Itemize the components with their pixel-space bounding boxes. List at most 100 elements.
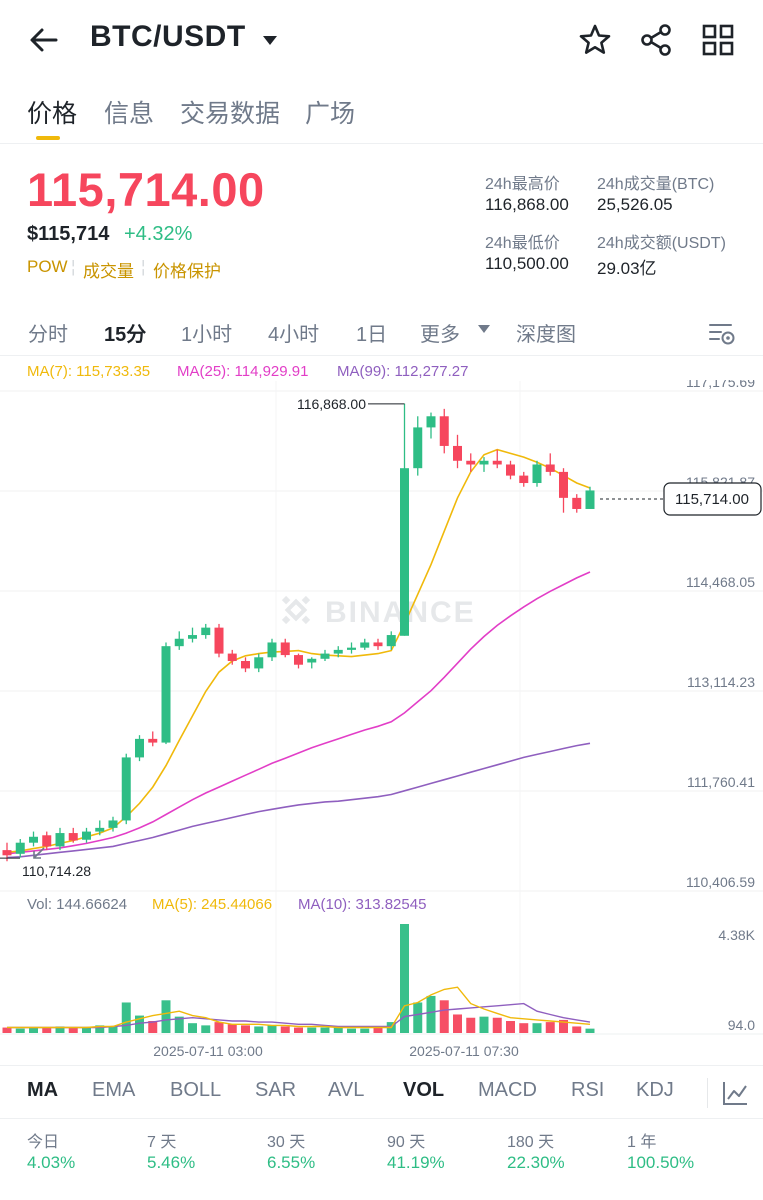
candle-body bbox=[360, 642, 370, 648]
candle-body bbox=[386, 635, 396, 647]
interval-bar: 分时 15分 1小时 4小时 1日 更多 深度图 bbox=[0, 308, 763, 356]
candle-body bbox=[108, 820, 118, 828]
candle-body bbox=[545, 464, 555, 472]
expand-icon[interactable] bbox=[33, 847, 45, 859]
candle-body bbox=[227, 653, 237, 662]
volume-bar bbox=[333, 1027, 343, 1033]
perf-value-today: 4.03% bbox=[27, 1153, 76, 1172]
vol-ma5-legend: MA(5): 245.44066 bbox=[152, 896, 273, 913]
vol-ma10-legend: MA(10): 313.82545 bbox=[298, 896, 427, 913]
active-tab-indicator bbox=[36, 136, 60, 140]
volume-bar bbox=[360, 1028, 370, 1033]
current-price-box[interactable] bbox=[663, 482, 762, 516]
candle-body bbox=[347, 647, 356, 650]
interval-1d[interactable]: 1日 bbox=[356, 324, 388, 346]
volume-bar bbox=[559, 1019, 568, 1033]
candle-body bbox=[559, 471, 568, 498]
perf-label-7d: 7 天 bbox=[147, 1134, 177, 1151]
tab-square[interactable]: 广场 bbox=[305, 100, 356, 128]
indicator-settings-icon[interactable] bbox=[720, 1078, 750, 1108]
volume-bar bbox=[95, 1025, 105, 1033]
volume-bar bbox=[15, 1028, 25, 1033]
candle-body bbox=[426, 416, 436, 428]
vol-legend: Vol: 144.66624 bbox=[27, 896, 128, 913]
interval-more[interactable]: 更多 bbox=[420, 324, 460, 346]
price-axis-label: 114,468.05 bbox=[686, 574, 755, 590]
volume-bar bbox=[188, 1023, 197, 1033]
volume-bar bbox=[307, 1027, 317, 1033]
time-axis-label: 2025-07-11 03:00 bbox=[153, 1043, 263, 1059]
candle-body bbox=[267, 642, 277, 658]
tag-pow[interactable]: POW bbox=[27, 257, 68, 276]
volume-ma5-line bbox=[7, 986, 591, 1029]
volume-bar bbox=[479, 1016, 489, 1033]
low-value: 110,500.00 bbox=[485, 254, 569, 273]
usd-price: $115,714 bbox=[27, 223, 110, 245]
interval-15m[interactable]: 15分 bbox=[104, 324, 147, 346]
candle-body bbox=[135, 738, 144, 758]
top-bar: BTC/USDT bbox=[0, 0, 763, 80]
indicator-kdj[interactable]: KDJ bbox=[636, 1079, 674, 1101]
tag-volume[interactable]: 成交量 bbox=[83, 262, 134, 281]
caret-down-icon[interactable] bbox=[260, 30, 280, 50]
volume-bar bbox=[453, 1014, 462, 1033]
perf-label-1y: 1 年 bbox=[627, 1134, 657, 1151]
indicator-avl[interactable]: AVL bbox=[328, 1079, 365, 1101]
main-tabs: 价格 信息 交易数据 广场 bbox=[0, 88, 763, 144]
candle-body bbox=[42, 835, 52, 847]
volume-bar bbox=[121, 1002, 131, 1033]
volume-bar bbox=[135, 1015, 144, 1033]
watermark-text: BINANCE bbox=[325, 596, 476, 629]
tag-separator: ¦ bbox=[141, 257, 146, 276]
grid-menu-icon[interactable] bbox=[700, 22, 736, 58]
watermark: BINANCE bbox=[281, 595, 476, 629]
candle-body bbox=[439, 416, 449, 446]
indicator-ema[interactable]: EMA bbox=[92, 1079, 136, 1101]
volume-bar bbox=[439, 1000, 449, 1033]
high-value: 116,868.00 bbox=[485, 195, 569, 214]
volume-bar bbox=[532, 1023, 542, 1033]
candle-body bbox=[201, 627, 211, 636]
candlestick-chart[interactable]: BINANCE 117,175.69115,821.87114,468.0511… bbox=[0, 380, 763, 1065]
tag-price-protection[interactable]: 价格保护 bbox=[153, 262, 221, 281]
tab-info[interactable]: 信息 bbox=[104, 100, 155, 128]
price-axis-label: 117,175.69 bbox=[686, 380, 755, 390]
volume-bar bbox=[241, 1025, 250, 1033]
interval-1h[interactable]: 1小时 bbox=[181, 324, 233, 346]
interval-timeshare[interactable]: 分时 bbox=[28, 324, 68, 346]
pair-title[interactable]: BTC/USDT bbox=[90, 20, 246, 53]
back-arrow-icon[interactable] bbox=[26, 22, 62, 58]
perf-value-1y: 100.50% bbox=[627, 1153, 695, 1172]
indicator-macd[interactable]: MACD bbox=[478, 1079, 537, 1101]
depth-chart-tab[interactable]: 深度图 bbox=[516, 324, 576, 346]
volume-bar bbox=[201, 1025, 211, 1033]
volume-bar bbox=[413, 1002, 423, 1033]
indicator-ma[interactable]: MA bbox=[27, 1079, 59, 1101]
tab-trading-data[interactable]: 交易数据 bbox=[180, 100, 281, 128]
vol-usdt-label: 24h成交额(USDT) bbox=[597, 235, 726, 252]
perf-value-30d: 6.55% bbox=[267, 1153, 316, 1172]
share-icon[interactable] bbox=[638, 22, 674, 58]
chart-settings-icon[interactable] bbox=[707, 318, 737, 348]
tab-price[interactable]: 价格 bbox=[27, 100, 78, 128]
volume-bar bbox=[29, 1027, 38, 1033]
ma7-legend: MA(7): 115,733.35 bbox=[27, 363, 151, 380]
indicator-sar[interactable]: SAR bbox=[255, 1079, 297, 1101]
indicator-boll[interactable]: BOLL bbox=[170, 1079, 222, 1101]
volume-bar bbox=[254, 1026, 264, 1033]
volume-bar bbox=[320, 1027, 330, 1033]
candle-body bbox=[188, 635, 197, 639]
indicator-vol[interactable]: VOL bbox=[403, 1079, 445, 1101]
perf-value-7d: 5.46% bbox=[147, 1153, 196, 1172]
candle-body bbox=[585, 490, 595, 509]
volume-axis-label: 94.0 bbox=[728, 1017, 755, 1033]
star-icon[interactable] bbox=[577, 22, 613, 58]
price-change: +4.32% bbox=[124, 223, 193, 245]
volume-bar bbox=[506, 1021, 515, 1033]
candle-body bbox=[506, 464, 515, 476]
interval-4h[interactable]: 4小时 bbox=[268, 324, 320, 346]
indicator-rsi[interactable]: RSI bbox=[571, 1079, 605, 1101]
more-caret-icon[interactable] bbox=[476, 322, 492, 336]
candle-body bbox=[254, 657, 264, 669]
vol-btc-value: 25,526.05 bbox=[597, 195, 673, 214]
